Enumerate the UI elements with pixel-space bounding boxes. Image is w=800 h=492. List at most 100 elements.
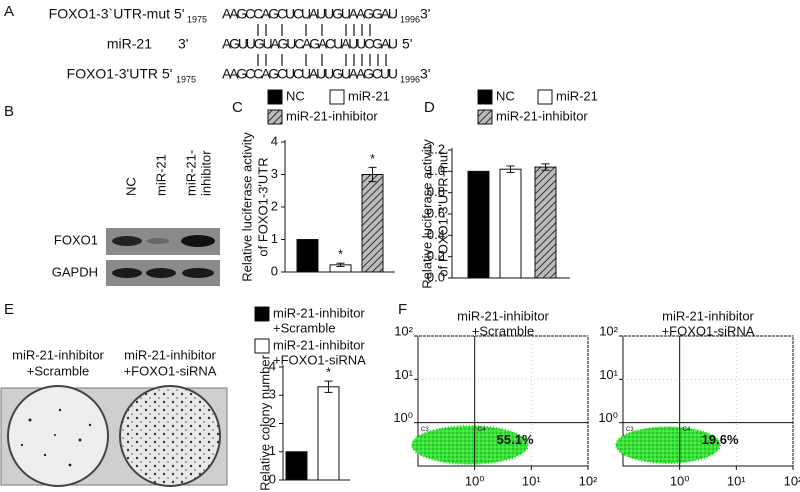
sequence: AGUUGUAGUCAGACUAUUCGAU [222,36,398,52]
legend-swatch [477,109,493,125]
plate-label: +Scramble [27,363,90,378]
quadrant-label: C4 [683,427,691,433]
legend-swatch [254,306,270,322]
row-name: FOXO1-3'UTR [67,66,158,82]
panel-label: C [232,99,243,116]
y-axis-label: Relative luciferase activity [419,139,434,289]
event-cloud [615,426,721,464]
y-axis-label: of FOXO1-3'UTR-mut [435,151,450,277]
end-label: 3' [420,66,430,82]
sequence: AAGCCAGCUCUAUUGUAAGGAU [222,6,398,22]
y-tick-label: 3 [269,387,276,402]
legend-label: miR-21-inhibitor [496,108,588,123]
legend-swatch [537,89,553,105]
end-label: 5' [162,66,172,82]
legend-label: NC [496,88,515,103]
colonies [20,408,92,467]
legend-label: miR-21-inhibitor [273,305,365,320]
legend-label: +FOXO1-siRNA [273,352,366,367]
y-tick-label: 10⁰ [598,410,618,425]
x-tick-label: 10² [579,473,598,488]
band [112,268,142,278]
row-name: miR-21 [107,36,152,52]
position: 1975 [176,74,196,84]
y-tick-label: 0.8 [427,184,445,199]
legend-label: miR-21-inhibitor [273,337,365,352]
legend-swatch [329,89,345,105]
legend-swatch [254,338,270,354]
y-tick-label: 2 [271,198,278,213]
bar [499,168,522,279]
x-tick-label: 10⁰ [465,473,485,488]
y-tick-label: 0.2 [427,248,445,263]
legend-label: miR-21 [556,88,598,103]
x-tick-label: 10² [784,473,800,488]
bar [467,170,490,279]
panel-label: E [4,301,14,318]
bar [534,166,557,279]
y-tick-label: 0 [271,263,278,278]
y-axis-label: Relative luciferase activity [239,132,254,282]
y-tick-label: 0 [269,471,276,486]
event-cloud [411,425,529,465]
plot-title: miR-21-inhibitor [457,308,549,323]
band [146,268,176,278]
percentage: 19.6% [702,432,739,447]
position: 1975 [187,14,207,24]
bar [361,174,384,273]
y-tick-label: 1.0 [427,163,445,178]
lane-label: miR-21 [153,154,168,196]
legend-label: miR-21 [348,88,390,103]
y-tick-label: 1 [269,443,276,458]
y-tick-label: 0.6 [427,205,445,220]
legend-label: miR-21-inhibitor [286,108,378,123]
end-label: 5' [402,36,412,52]
quadrant-label: C4 [478,427,486,433]
y-tick-label: 1 [271,231,278,246]
quadrant-label: C3 [626,427,634,433]
legend-swatch [267,89,283,105]
end-label: 3' [178,36,188,52]
significance: * [326,365,331,380]
y-tick-label: 10⁰ [393,410,413,425]
band [147,238,169,244]
y-axis-label: Relative colony number [257,354,272,491]
row-label: FOXO1 [54,232,98,247]
plot-title: miR-21-inhibitor [662,308,754,323]
plate-label: miR-21-inhibitor [124,347,216,362]
y-tick-label: 0.0 [427,269,445,284]
lane-label: NC [123,177,138,196]
panel-label: B [4,103,14,120]
band [182,268,214,278]
panel-label: F [398,301,407,318]
sequence-alignment: FOXO1-3`UTR-mut 5' 1975 AAGCCAGCUCUAUUGU… [49,6,431,85]
legend-swatch [267,109,283,125]
quadrant-label: C3 [421,427,429,433]
base-pairs [257,24,387,66]
western-blot: NC miR-21 miR-21- inhibitor FOXO1 GAPDH [52,150,220,286]
bar [317,386,340,481]
percentage: 55.1% [497,432,534,447]
row-name: FOXO1-3`UTR-mut [49,6,170,22]
plot-title: +Scramble [472,323,535,338]
legend-label: +Scramble [273,320,336,335]
row-label: GAPDH [52,264,98,279]
lane-label: inhibitor [198,150,213,196]
plot-title: +FOXO1-siRNA [662,323,755,338]
plate-label: +FOXO1-siRNA [124,363,217,378]
sequence: AAGCCAGCUCUAUUGUAAGCUU [222,66,398,82]
plate-label: miR-21-inhibitor [12,347,104,362]
position: 1996 [400,14,420,24]
lane-label: miR-21- [183,150,198,196]
panel-label: A [4,3,14,20]
y-tick-label: 10² [394,323,413,338]
y-tick-label: 0.4 [427,227,445,242]
y-tick-label: 10¹ [394,367,413,382]
significance: * [338,247,343,262]
panel-label: D [424,99,435,116]
x-tick-label: 10¹ [727,473,746,488]
y-tick-label: 10² [599,323,618,338]
y-tick-label: 3 [271,166,278,181]
